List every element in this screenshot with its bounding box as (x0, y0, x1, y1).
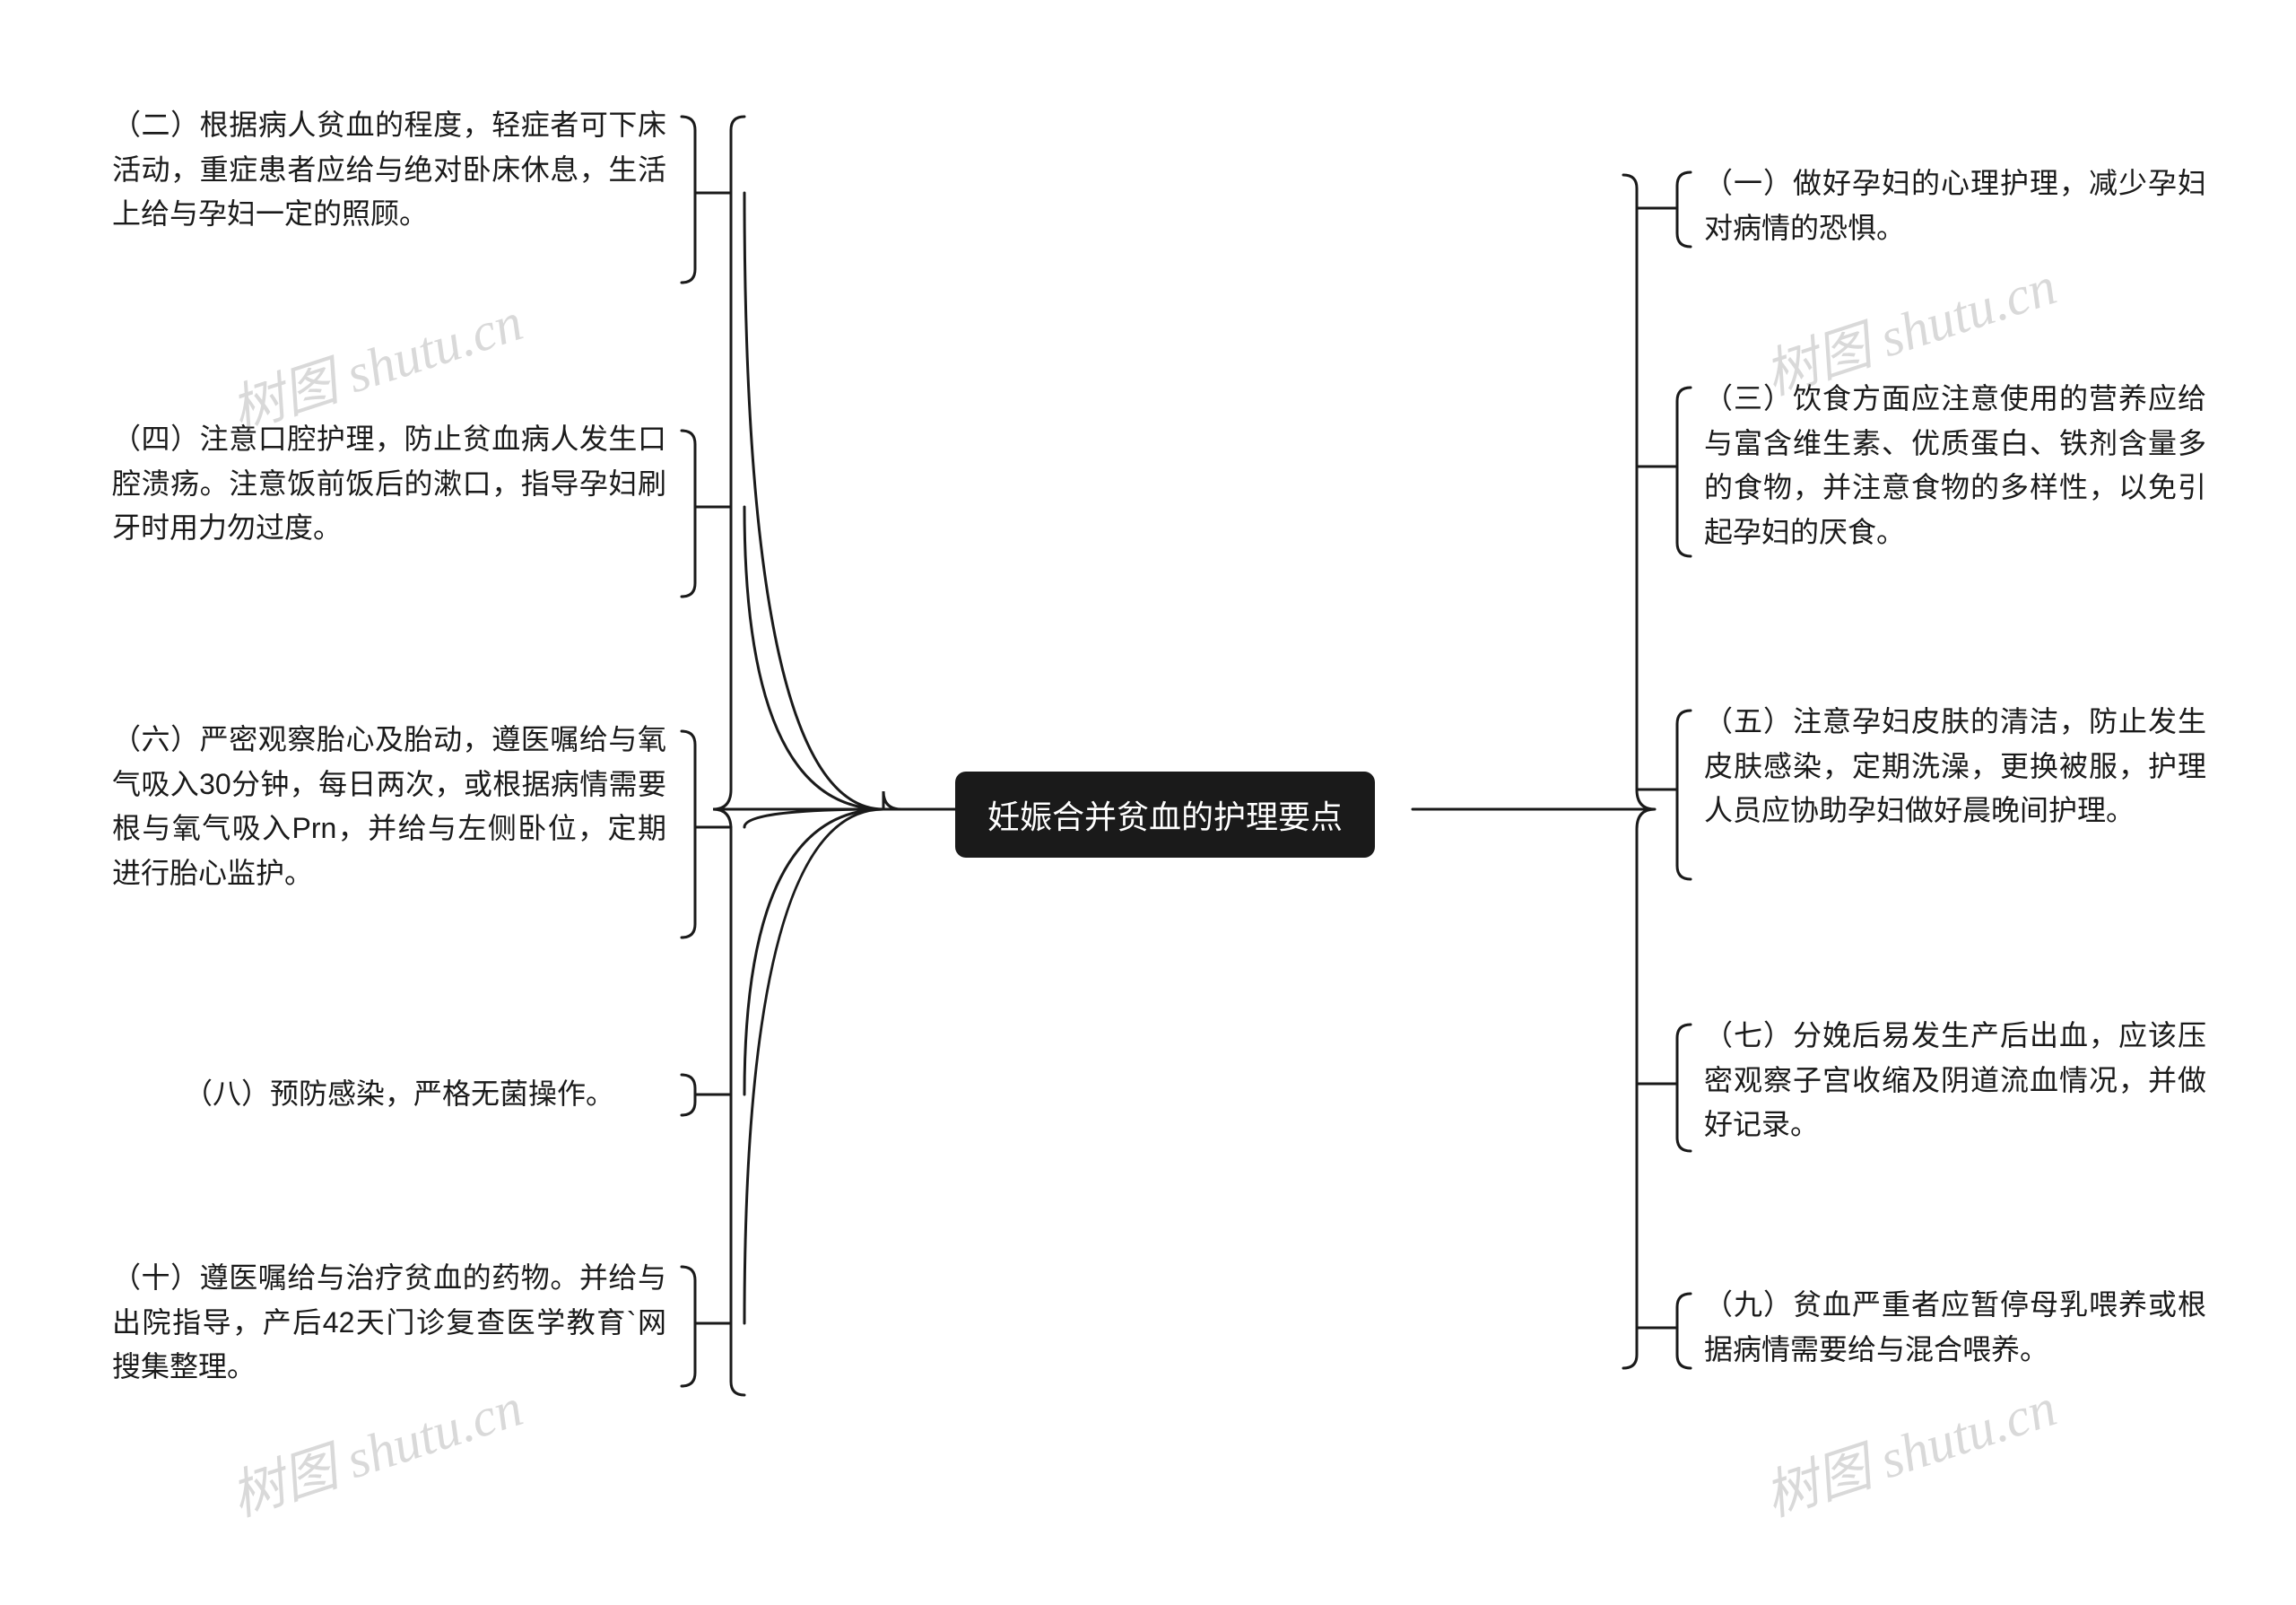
leaf-node-7: （七）分娩后易发生产后出血，应该压密观察子宫收缩及阴道流血情况，并做好记录。 (1704, 1014, 2206, 1147)
mindmap-center: 妊娠合并贫血的护理要点 (955, 772, 1375, 858)
leaf-node-4: （四）注意口腔护理，防止贫血病人发生口腔溃疡。注意饭前饭后的漱口，指导孕妇刷牙时… (112, 417, 666, 551)
leaf-node-2: （二）根据病人贫血的程度，轻症者可下床活动，重症患者应给与绝对卧床休息，生活上给… (112, 103, 666, 237)
watermark: 树图 shutu.cn (1753, 1364, 2065, 1531)
leaf-node-8: （八）预防感染，严格无菌操作。 (184, 1072, 668, 1117)
leaf-node-6: （六）严密观察胎心及胎动，遵医嘱给与氧气吸入30分钟，每日两次，或根据病情需要根… (112, 718, 666, 895)
leaf-node-1: （一）做好孕妇的心理护理，减少孕妇对病情的恐惧。 (1704, 161, 2206, 250)
leaf-node-10: （十）遵医嘱给与治疗贫血的药物。并给与出院指导，产后42天门诊复查医学教育`网搜… (112, 1256, 666, 1390)
leaf-node-9: （九）贫血严重者应暂停母乳喂养或根据病情需要给与混合喂养。 (1704, 1283, 2206, 1372)
leaf-node-5: （五）注意孕妇皮肤的清洁，防止发生皮肤感染，定期洗澡，更换被服，护理人员应协助孕… (1704, 700, 2206, 833)
leaf-node-3: （三）饮食方面应注意使用的营养应给与富含维生素、优质蛋白、铁剂含量多的食物，并注… (1704, 377, 2206, 554)
